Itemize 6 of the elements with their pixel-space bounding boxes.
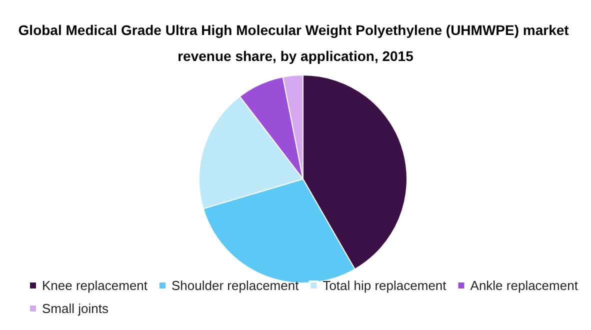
legend-label: Small joints [42,301,109,316]
legend-label: Total hip replacement [322,278,447,293]
legend-label: Knee replacement [42,278,148,293]
chart-title: Global Medical Grade Ultra High Molecular Weight Polyethylene (UHMWPE) market revenue share, by application, 2015 [18,22,573,64]
legend-label: Ankle replacement [470,278,578,293]
legend-label: Shoulder replacement [172,278,300,293]
